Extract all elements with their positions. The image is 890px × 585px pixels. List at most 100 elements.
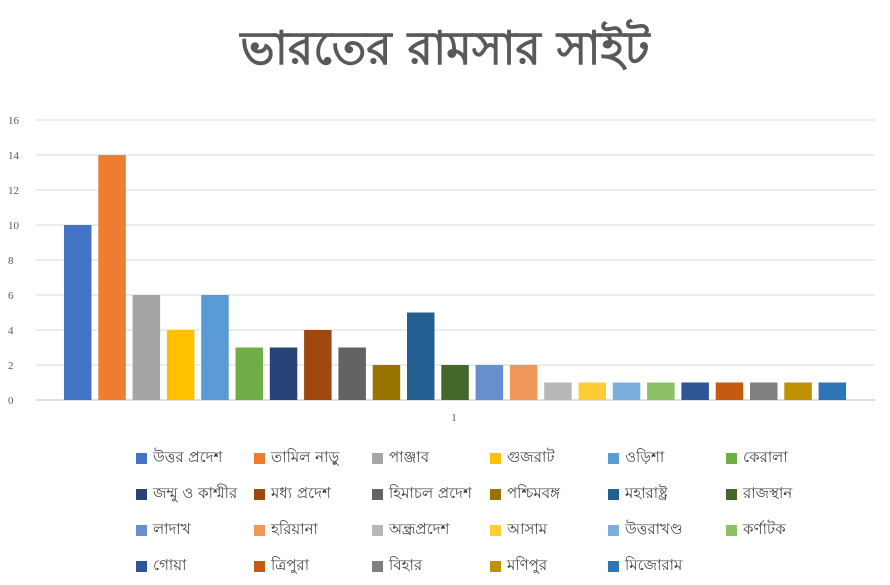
gridlines [36, 119, 875, 401]
legend-label: মণিপুর [507, 555, 548, 574]
legend-swatch [490, 452, 501, 464]
legend-item: মণিপুর [490, 548, 608, 584]
bar-9 [338, 347, 366, 400]
legend-item: উত্তরাখণ্ড [608, 512, 726, 548]
legend-item: গুজরাট [490, 440, 608, 476]
legend-label: মহারাষ্ট্র [625, 483, 668, 502]
legend-label: মধ্য প্রদেশ [271, 483, 331, 502]
legend-swatch [490, 560, 501, 572]
bar-22 [784, 382, 812, 400]
legend-item: গোয়া [136, 548, 254, 584]
legend-label: উত্তর প্রদেশ [153, 447, 223, 466]
legend-item: জম্মু ও কাশ্মীর [136, 476, 254, 512]
legend-label: উত্তরাখণ্ড [625, 519, 683, 538]
legend-swatch [490, 524, 501, 536]
legend-item: কেরালা [726, 440, 844, 476]
legend-label: অন্ধ্রপ্রদেশ [389, 519, 450, 538]
legend-swatch [726, 524, 737, 536]
legend-item: তামিল নাড়ু [254, 440, 372, 476]
legend-swatch [608, 488, 619, 500]
legend-swatch [136, 452, 147, 464]
bar-21 [750, 382, 778, 400]
legend-label: গুজরাট [507, 447, 555, 466]
legend-swatch [608, 560, 619, 572]
legend-swatch [608, 452, 619, 464]
bar-5 [201, 295, 229, 400]
bar-10 [372, 365, 401, 400]
bar-18 [647, 382, 675, 400]
legend-swatch [254, 452, 265, 464]
legend-label: তামিল নাড়ু [271, 447, 340, 466]
bar-14 [509, 365, 538, 400]
legend-item: অন্ধ্রপ্রদেশ [372, 512, 490, 548]
legend-label: পশ্চিমবঙ্গ [507, 483, 560, 502]
legend-label: লাদাখ [153, 519, 191, 538]
x-tick-label: 1 [451, 412, 457, 424]
bar-7 [269, 347, 298, 400]
x-axis-ticks: 1 [451, 412, 457, 424]
legend-swatch [726, 452, 737, 464]
legend-swatch [136, 560, 147, 572]
bar-2 [98, 155, 126, 400]
bar-6 [235, 347, 263, 400]
legend-swatch [254, 560, 265, 572]
bar-chart: 0 2 4 6 8 10 12 14 16 1 [8, 115, 875, 424]
legend-swatch [372, 452, 383, 464]
legend-item: আসাম [490, 512, 608, 548]
bars [64, 155, 847, 400]
legend-item: মিজোরাম [608, 548, 726, 584]
bar-13 [475, 365, 504, 400]
legend-swatch [136, 524, 147, 536]
legend-swatch [254, 488, 265, 500]
legend-label: রাজস্থান [743, 483, 793, 502]
legend-item: রাজস্থান [726, 476, 844, 512]
bar-20 [715, 382, 744, 400]
bar-12 [441, 365, 469, 400]
bar-1 [64, 225, 92, 400]
y-tick-label: 0 [8, 395, 14, 407]
legend-label: আসাম [507, 519, 548, 538]
legend-swatch [372, 524, 383, 536]
bar-11 [407, 312, 435, 400]
y-tick-label: 8 [8, 255, 14, 267]
legend-item: লাদাখ [136, 512, 254, 548]
y-axis-ticks: 0 2 4 6 8 10 12 14 16 [8, 115, 20, 407]
y-tick-label: 2 [8, 360, 14, 372]
bar-17 [612, 382, 641, 400]
legend-label: হরিয়ানা [271, 519, 318, 538]
bar-8 [304, 330, 332, 400]
legend-item: মধ্য প্রদেশ [254, 476, 372, 512]
legend-label: মিজোরাম [625, 555, 683, 574]
y-tick-label: 14 [8, 150, 20, 162]
legend-item: কর্ণাটক [726, 512, 844, 548]
legend-item: মহারাষ্ট্র [608, 476, 726, 512]
legend-item: ওড়িশা [608, 440, 726, 476]
bar-19 [681, 382, 709, 400]
legend-label: কর্ণাটক [743, 519, 786, 538]
legend-label: জম্মু ও কাশ্মীর [153, 483, 238, 502]
bar-15 [544, 382, 572, 400]
legend-item: হরিয়ানা [254, 512, 372, 548]
legend-label: পাঞ্জাব [389, 447, 430, 466]
y-tick-label: 4 [8, 325, 14, 337]
legend-label: হিমাচল প্রদেশ [389, 483, 472, 502]
legend-swatch [136, 488, 147, 500]
legend-item: ত্রিপুরা [254, 548, 372, 584]
bar-16 [578, 382, 606, 400]
legend-label: গোয়া [153, 555, 187, 574]
legend-swatch [608, 524, 619, 536]
legend-item: বিহার [372, 548, 490, 584]
legend-item: পাঞ্জাব [372, 440, 490, 476]
bar-23 [818, 382, 847, 400]
legend-swatch [254, 524, 265, 536]
legend-swatch [726, 488, 737, 500]
bar-4 [166, 330, 195, 400]
chart-title: ভারতের রামসার সাইট [240, 21, 650, 75]
bar-3 [132, 295, 161, 400]
legend-swatch [372, 560, 383, 572]
legend-swatch [372, 488, 383, 500]
legend-item: উত্তর প্রদেশ [136, 440, 254, 476]
legend-item: হিমাচল প্রদেশ [372, 476, 490, 512]
y-tick-label: 6 [8, 290, 14, 302]
legend-label: ত্রিপুরা [271, 555, 310, 574]
